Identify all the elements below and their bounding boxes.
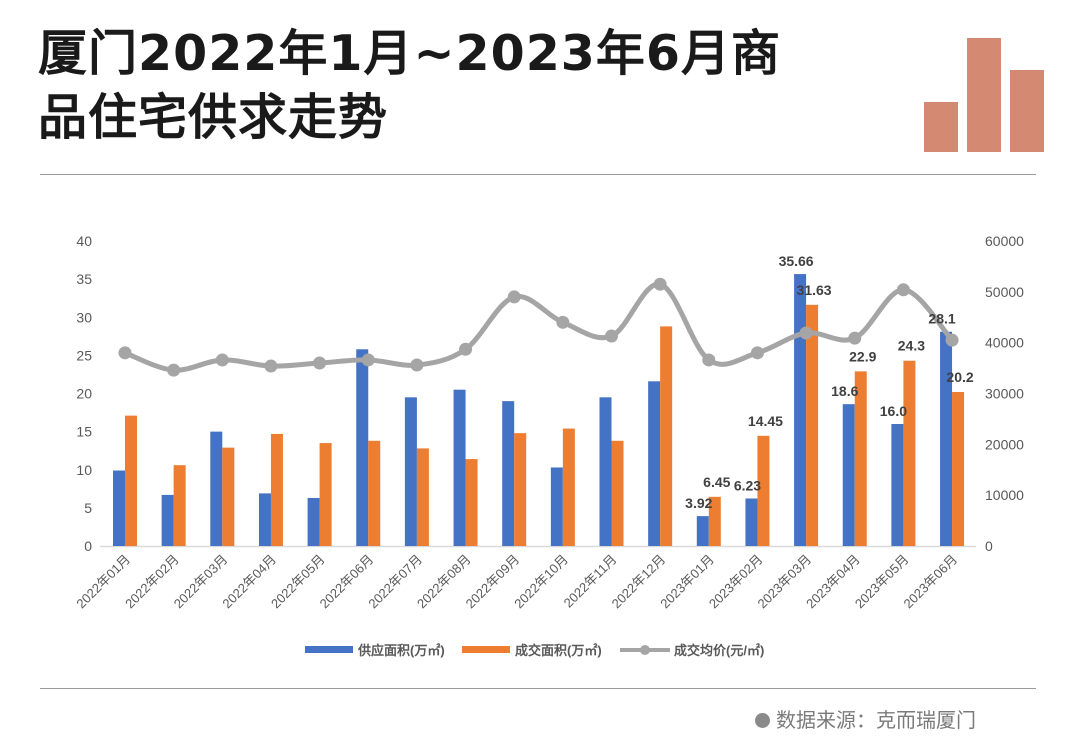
y-left-tick-label: 20: [76, 386, 92, 402]
supply-bar: [356, 349, 369, 546]
supply-bar: [161, 494, 174, 546]
price-marker: [313, 356, 327, 370]
legend-label-supply: 供应面积(万㎡): [357, 643, 445, 658]
supply-bar: [745, 498, 758, 546]
price-marker: [556, 315, 570, 329]
y-left-tick-label: 25: [76, 347, 92, 363]
y-left-tick-label: 5: [84, 500, 92, 516]
deal-bar: [514, 433, 527, 546]
deal-bar: [903, 360, 916, 546]
y-left-tick-label: 35: [76, 271, 92, 287]
price-marker: [118, 346, 132, 360]
price-marker: [702, 353, 716, 367]
y-left-tick-label: 30: [76, 309, 92, 325]
data-source: 数据来源：克而瑞厦门: [755, 704, 976, 733]
price-marker: [507, 290, 521, 304]
supply-bar: [307, 497, 320, 546]
footer-divider: [40, 688, 1036, 689]
supply-data-label: 16.0: [880, 403, 907, 419]
deal-bar: [854, 371, 867, 546]
price-marker: [653, 277, 667, 291]
supply-bar: [648, 381, 661, 546]
supply-bar: [113, 470, 125, 546]
supply-data-label: 28.1: [928, 311, 955, 327]
bullet-icon: [755, 713, 770, 728]
supply-bar: [891, 424, 904, 546]
supply-data-label: 35.66: [779, 253, 814, 269]
deal-data-label: 22.9: [849, 348, 876, 364]
supply-bar: [794, 274, 807, 546]
price-marker: [361, 353, 375, 367]
supply-bar: [502, 401, 515, 546]
deal-bar: [368, 440, 381, 546]
deal-data-label: 14.45: [748, 413, 783, 429]
price-marker: [167, 363, 181, 377]
supply-data-label: 3.92: [685, 495, 712, 511]
deal-bar: [562, 428, 575, 546]
supply-bar: [258, 493, 271, 546]
price-marker: [264, 359, 278, 373]
legend-marker-price: [640, 645, 650, 655]
deal-bar: [757, 435, 770, 546]
supply-bar: [599, 397, 612, 546]
y-left-tick-label: 10: [76, 462, 92, 478]
legend-label-price: 成交均价(元/㎡): [674, 643, 764, 658]
supply-bar: [842, 404, 855, 546]
deal-bar: [708, 496, 721, 546]
deal-bar: [660, 326, 673, 546]
supply-bar: [210, 431, 223, 546]
deal-bar: [952, 391, 965, 546]
deal-bar: [319, 443, 332, 546]
supply-bar: [453, 389, 466, 546]
y-left-tick-label: 0: [84, 538, 92, 554]
price-marker: [459, 342, 473, 356]
legend-label-deal: 成交面积(万㎡): [515, 643, 602, 658]
deal-bar: [416, 448, 429, 546]
supply-data-label: 18.6: [831, 383, 858, 399]
deal-bar: [125, 415, 137, 546]
supply-bar: [696, 516, 709, 546]
y-right-tick-label: 40000: [985, 335, 1024, 351]
y-right-tick-label: 50000: [985, 284, 1024, 300]
y-right-tick-label: 60000: [985, 233, 1024, 249]
price-marker: [750, 346, 764, 360]
supply-data-label: 6.23: [734, 477, 761, 493]
deal-bar: [806, 304, 819, 546]
deal-bar: [465, 459, 478, 546]
supply-bar: [550, 467, 563, 546]
y-right-tick-label: 10000: [985, 487, 1024, 503]
y-right-tick-label: 0: [985, 538, 993, 554]
deal-data-label: 24.3: [898, 338, 925, 354]
deal-bar: [173, 465, 186, 546]
price-marker: [605, 329, 618, 343]
deal-data-label: 31.63: [797, 282, 832, 298]
deal-bar: [611, 440, 624, 546]
price-marker: [945, 333, 959, 347]
deal-bar: [270, 433, 283, 546]
supply-bar: [404, 397, 417, 546]
header-divider: [40, 174, 1036, 175]
title-line-1: 厦门2022年1月~2023年6月商: [38, 25, 781, 82]
y-right-tick-label: 20000: [985, 436, 1024, 452]
deal-data-label: 6.45: [703, 474, 730, 490]
data-source-text: 数据来源：克而瑞厦门: [776, 708, 976, 732]
bar-chart-icon: [924, 38, 1044, 152]
deal-bar: [222, 447, 235, 546]
legend-swatch-supply: [305, 646, 353, 653]
y-left-tick-label: 15: [76, 424, 92, 440]
price-marker: [410, 358, 424, 372]
legend-swatch-deal: [462, 646, 510, 653]
price-marker: [215, 353, 229, 367]
price-marker: [848, 331, 862, 345]
supply-bar: [940, 331, 953, 546]
price-marker: [896, 283, 910, 297]
deal-data-label: 20.2: [946, 369, 973, 385]
title-line-2: 品住宅供求走势: [38, 89, 389, 146]
y-right-tick-label: 30000: [985, 386, 1024, 402]
price-marker: [799, 326, 813, 340]
page-title: 厦门2022年1月~2023年6月商 品住宅供求走势: [38, 22, 781, 150]
y-left-tick-label: 40: [76, 233, 92, 249]
